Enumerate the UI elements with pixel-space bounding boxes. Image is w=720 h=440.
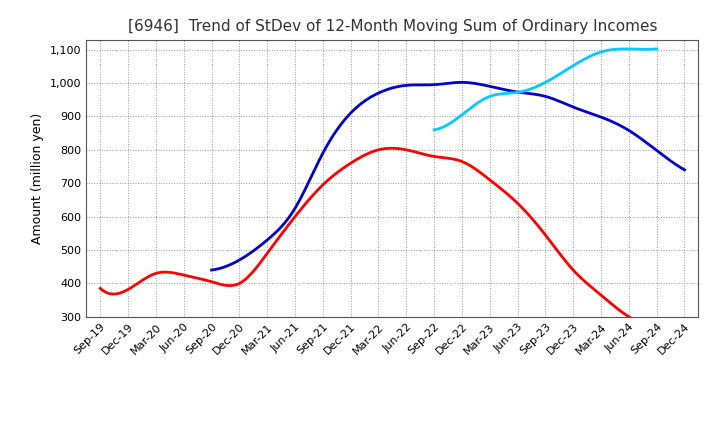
3 Years — [627, 316, 636, 321]
5 Years — [209, 267, 217, 272]
3 Years — [680, 319, 689, 324]
7 Years — [431, 127, 439, 132]
5 Years — [608, 119, 616, 124]
3 Years — [446, 156, 454, 161]
7 Years — [617, 46, 626, 51]
7 Years — [562, 68, 570, 73]
Line: 7 Years: 7 Years — [434, 49, 657, 130]
7 Years — [652, 46, 661, 51]
5 Years — [680, 167, 689, 172]
3 Years — [98, 287, 107, 293]
3 Years — [387, 146, 396, 151]
3 Years — [657, 324, 665, 330]
5 Years — [457, 80, 466, 85]
7 Years — [430, 127, 438, 132]
5 Years — [489, 84, 498, 90]
Y-axis label: Amount (million yen): Amount (million yen) — [32, 113, 45, 244]
7 Years — [632, 47, 641, 52]
5 Years — [490, 85, 499, 90]
3 Years — [590, 287, 599, 293]
3 Years — [444, 156, 452, 161]
3 Years — [456, 158, 464, 163]
7 Years — [621, 46, 630, 51]
Title: [6946]  Trend of StDev of 12-Month Moving Sum of Ordinary Incomes: [6946] Trend of StDev of 12-Month Moving… — [127, 19, 657, 34]
7 Years — [562, 67, 571, 73]
3 Years — [96, 286, 104, 291]
5 Years — [637, 136, 646, 142]
5 Years — [207, 268, 216, 273]
5 Years — [498, 87, 507, 92]
Line: 3 Years: 3 Years — [100, 148, 685, 327]
7 Years — [566, 65, 575, 70]
Line: 5 Years: 5 Years — [212, 82, 685, 270]
